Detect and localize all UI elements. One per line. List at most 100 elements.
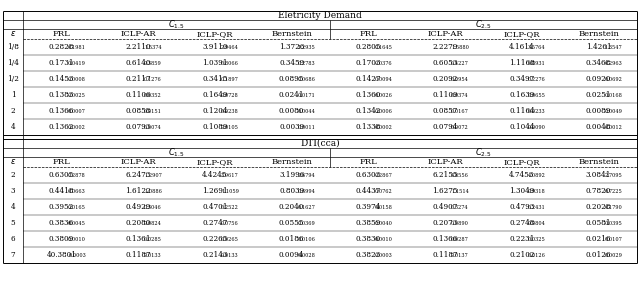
Text: 0.0858: 0.0858: [125, 107, 151, 115]
Text: 0.0692: 0.0692: [605, 77, 623, 82]
Text: 0.0044: 0.0044: [298, 109, 316, 114]
Text: 0.2522: 0.2522: [221, 205, 239, 210]
Text: 0.0285: 0.0285: [144, 237, 162, 242]
Text: 1.1168: 1.1168: [509, 59, 535, 67]
Text: 1.1514: 1.1514: [451, 189, 469, 194]
Text: 0.0251: 0.0251: [586, 91, 611, 99]
Text: 0.4701: 0.4701: [202, 203, 228, 211]
Text: 0.1106: 0.1106: [125, 91, 151, 99]
Text: 2.9464: 2.9464: [221, 45, 239, 50]
Text: 0.0555: 0.0555: [279, 219, 304, 227]
Text: Bernstein: Bernstein: [578, 158, 619, 166]
Text: 3.1996: 3.1996: [279, 171, 304, 179]
Text: 4: 4: [11, 123, 15, 131]
Text: Bernstein: Bernstein: [271, 30, 312, 38]
Text: 3.5764: 3.5764: [528, 45, 545, 50]
Text: 0.1044: 0.1044: [509, 123, 534, 131]
Text: 0.1276: 0.1276: [144, 77, 162, 82]
Text: 0.1790: 0.1790: [605, 205, 622, 210]
Text: 0.0216: 0.0216: [586, 235, 611, 243]
Text: 0.1627: 0.1627: [298, 205, 316, 210]
Text: FRL: FRL: [360, 158, 377, 166]
Text: 3.0841: 3.0841: [586, 171, 611, 179]
Text: 0.0793: 0.0793: [125, 123, 151, 131]
Text: 3: 3: [11, 187, 15, 195]
Text: 0.1366: 0.1366: [433, 235, 458, 243]
Text: ICLP-QR: ICLP-QR: [504, 30, 540, 38]
Text: 0.1383: 0.1383: [49, 91, 74, 99]
Text: 0.0126: 0.0126: [586, 251, 611, 259]
Text: 0.0168: 0.0168: [605, 93, 623, 98]
Text: 0.0007: 0.0007: [67, 109, 85, 114]
Text: 0.2102: 0.2102: [509, 251, 534, 259]
Text: ICLP-AR: ICLP-AR: [428, 30, 463, 38]
Text: 0.2265: 0.2265: [202, 235, 228, 243]
Text: 0.0094: 0.0094: [374, 77, 392, 82]
Text: 0.0186: 0.0186: [279, 235, 305, 243]
Text: 0.3459: 0.3459: [279, 59, 304, 67]
Text: 0.0954: 0.0954: [451, 77, 469, 82]
Text: 0.1187: 0.1187: [125, 251, 151, 259]
Text: 1.3049: 1.3049: [509, 187, 534, 195]
Text: 0.2143: 0.2143: [202, 251, 228, 259]
Text: 0.0106: 0.0106: [298, 237, 316, 242]
Text: 0.1361: 0.1361: [125, 235, 151, 243]
Text: 1.3726: 1.3726: [279, 43, 304, 51]
Text: Bernstein: Bernstein: [271, 158, 312, 166]
Text: 0.1731: 0.1731: [49, 59, 74, 67]
Text: 0.0762: 0.0762: [374, 189, 392, 194]
Text: 0.0137: 0.0137: [451, 253, 468, 258]
Text: 0.1703: 0.1703: [356, 59, 381, 67]
Text: 0.0265: 0.0265: [221, 237, 239, 242]
Text: 0.3836: 0.3836: [49, 219, 74, 227]
Text: 0.3809: 0.3809: [49, 235, 74, 243]
Text: 0.2783: 0.2783: [298, 61, 316, 66]
Text: 0.8066: 0.8066: [221, 61, 239, 66]
Text: 0.0026: 0.0026: [374, 93, 392, 98]
Text: 0.0003: 0.0003: [68, 253, 86, 258]
Text: 0.3859: 0.3859: [356, 219, 381, 227]
Text: 0.1089: 0.1089: [202, 123, 228, 131]
Text: 2.6794: 2.6794: [298, 173, 316, 178]
Text: 0.8039: 0.8039: [279, 187, 304, 195]
Text: 0.0287: 0.0287: [451, 237, 469, 242]
Text: 0.1897: 0.1897: [221, 77, 239, 82]
Text: 0.0094: 0.0094: [279, 251, 304, 259]
Text: 1.1059: 1.1059: [221, 189, 239, 194]
Text: $C_{2.5}$: $C_{2.5}$: [475, 18, 492, 31]
Text: 0.4418: 0.4418: [49, 187, 74, 195]
Text: 5: 5: [11, 219, 15, 227]
Text: 0.4929: 0.4929: [125, 203, 151, 211]
Text: 0.2231: 0.2231: [509, 235, 534, 243]
Text: 0.7820: 0.7820: [586, 187, 611, 195]
Text: 0.0049: 0.0049: [605, 109, 623, 114]
Text: 0.0171: 0.0171: [298, 93, 316, 98]
Text: 0.0133: 0.0133: [144, 253, 162, 258]
Text: 0.1981: 0.1981: [67, 45, 85, 50]
Text: 1.4261: 1.4261: [586, 43, 611, 51]
Text: 2: 2: [11, 171, 15, 179]
Text: 0.0028: 0.0028: [298, 253, 316, 258]
Text: 0.1187: 0.1187: [432, 251, 458, 259]
Text: 2: 2: [11, 107, 15, 115]
Text: 0.1342: 0.1342: [356, 107, 381, 115]
Text: 0.1164: 0.1164: [509, 107, 534, 115]
Text: 0.2748: 0.2748: [509, 219, 534, 227]
Text: 4.8556: 4.8556: [451, 173, 469, 178]
Text: 0.0728: 0.0728: [221, 93, 239, 98]
Text: 0.0374: 0.0374: [451, 93, 468, 98]
Text: 0.2276: 0.2276: [528, 77, 546, 82]
Text: 0.0151: 0.0151: [144, 109, 162, 114]
Text: 0.0233: 0.0233: [528, 109, 545, 114]
Text: ICLP-QR: ICLP-QR: [196, 158, 233, 166]
Text: 6.2155: 6.2155: [433, 171, 458, 179]
Text: 0.0804: 0.0804: [528, 221, 546, 226]
Text: 0.1109: 0.1109: [432, 91, 458, 99]
Text: 0.3859: 0.3859: [144, 61, 162, 66]
Text: 2.2110: 2.2110: [125, 43, 151, 51]
Text: 0.0039: 0.0039: [279, 123, 304, 131]
Text: 0.1360: 0.1360: [356, 91, 381, 99]
Text: 0.3823: 0.3823: [356, 251, 381, 259]
Text: 1.0391: 1.0391: [202, 59, 228, 67]
Text: 1/2: 1/2: [7, 75, 19, 83]
